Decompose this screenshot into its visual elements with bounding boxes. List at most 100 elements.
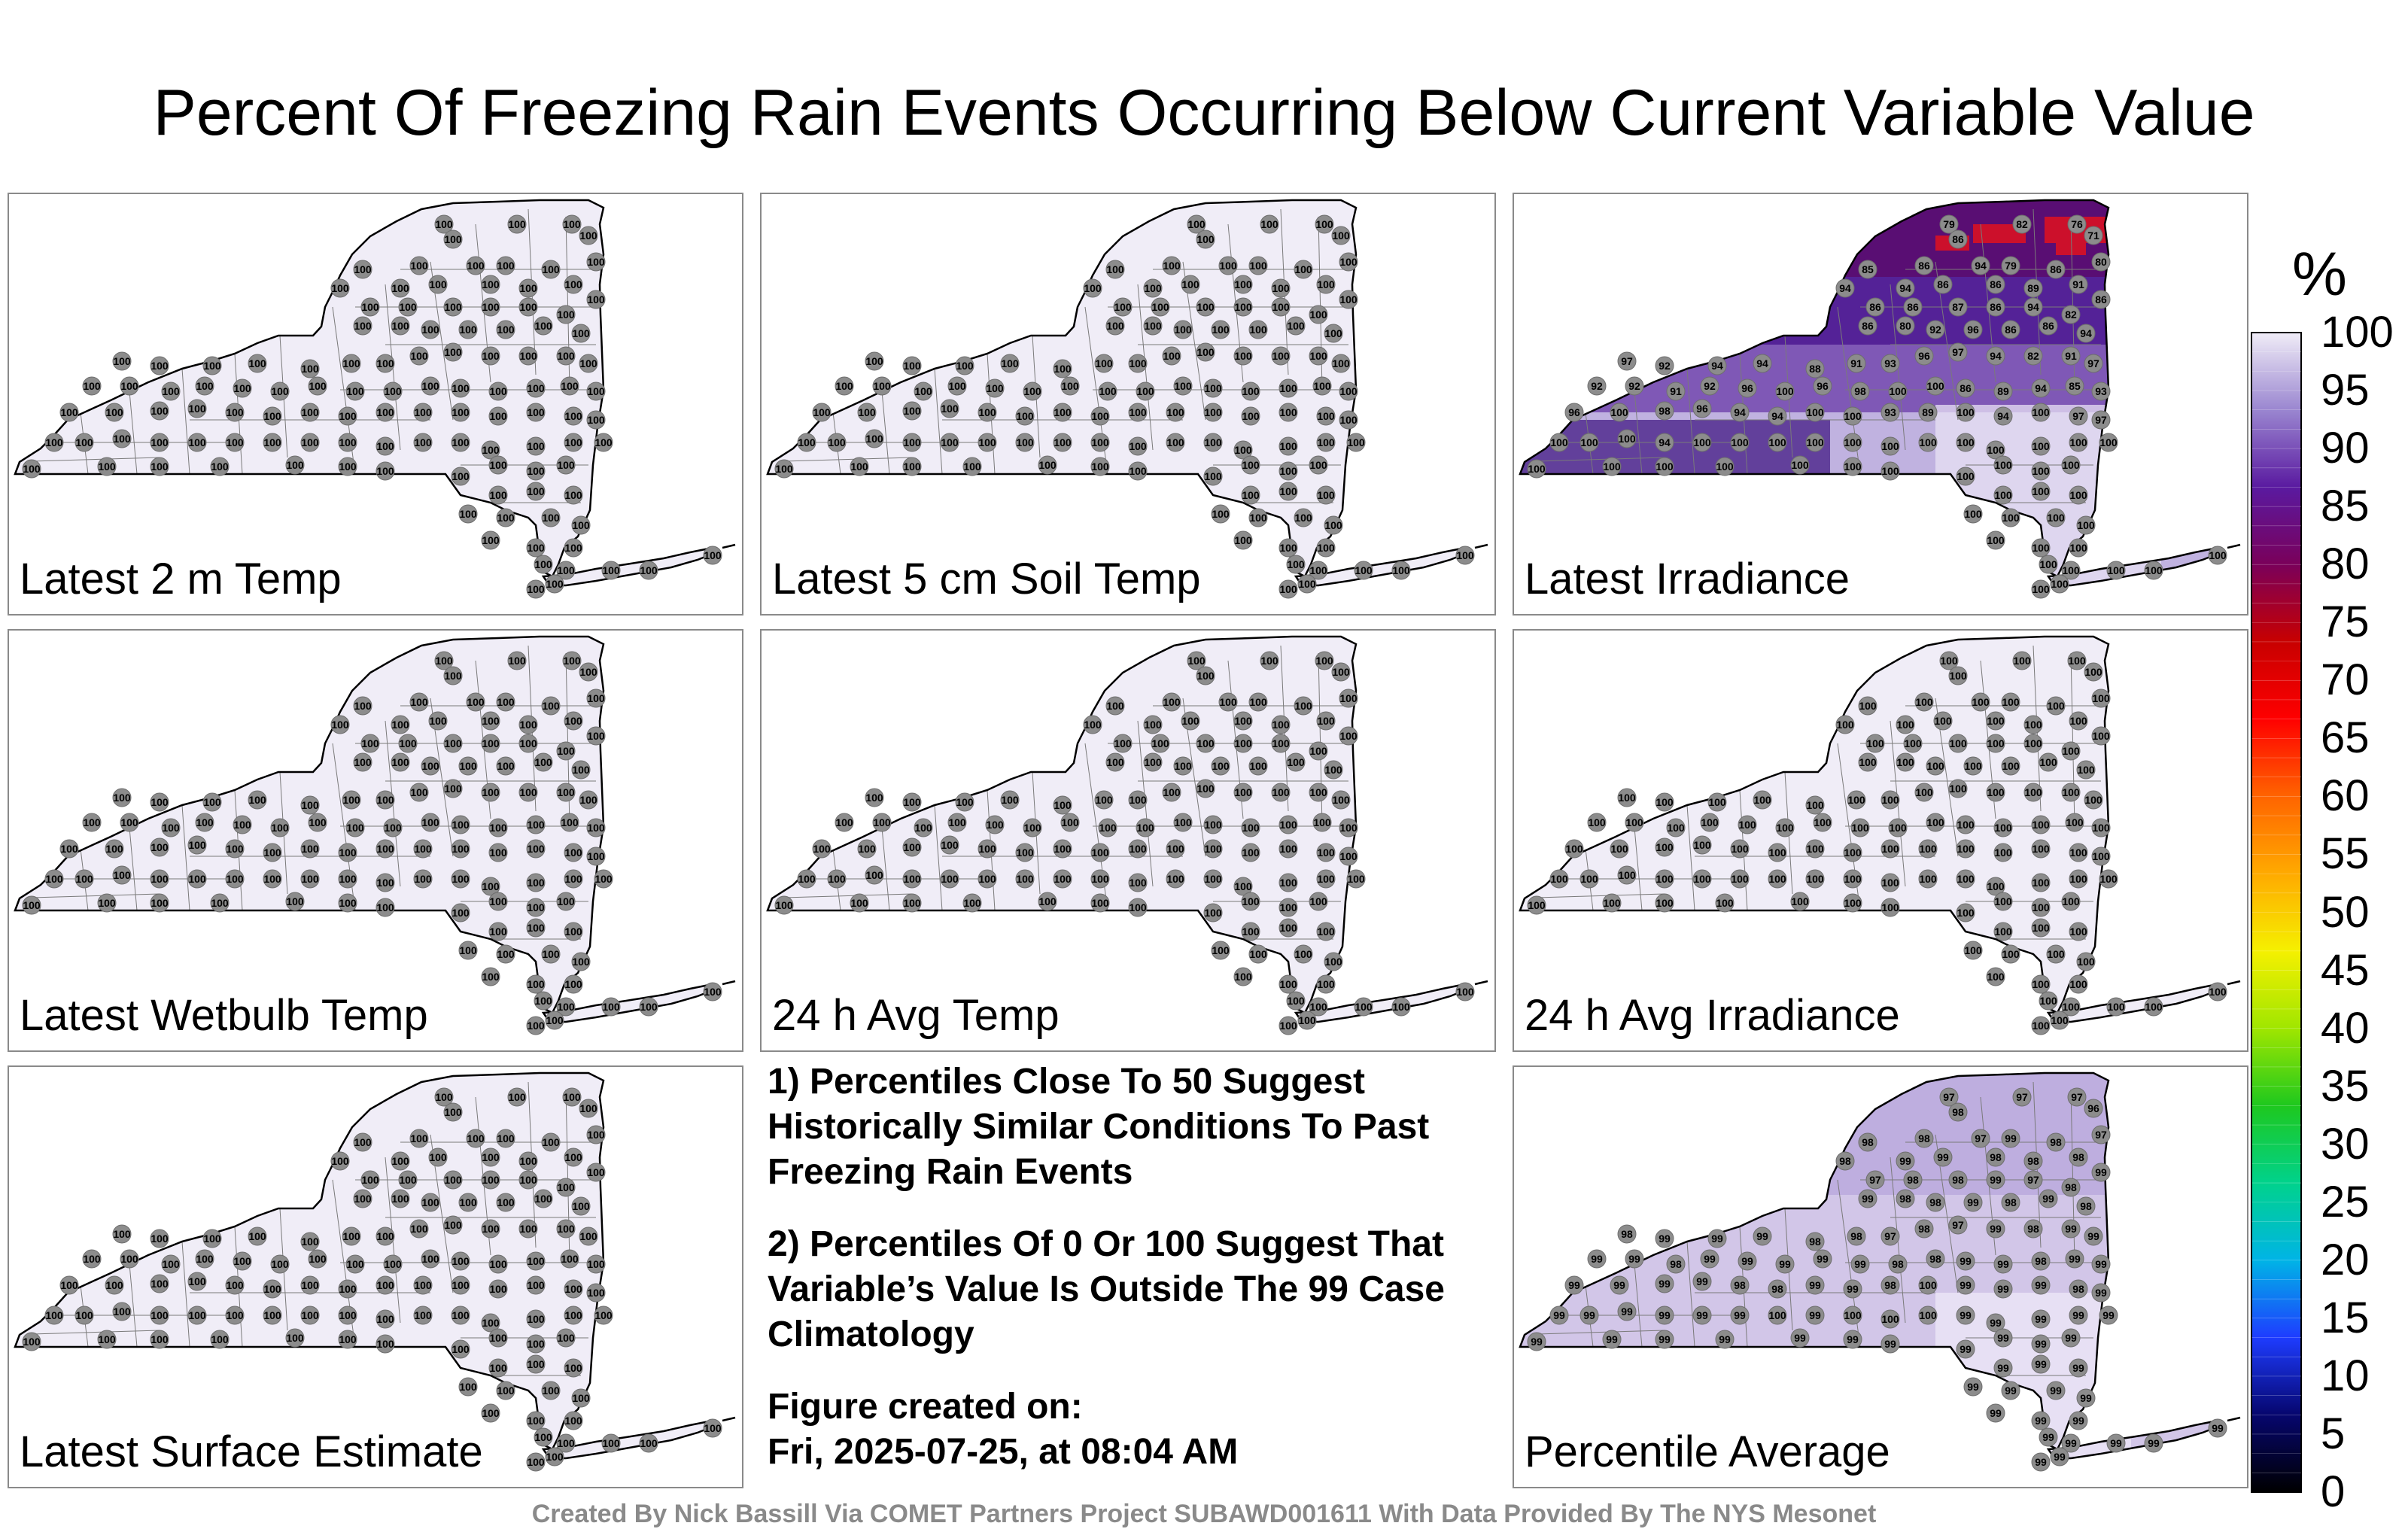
station-marker: 100 — [1203, 839, 1223, 859]
station-marker: 100 — [534, 555, 553, 574]
station-marker: 98 — [1666, 1254, 1686, 1274]
station-marker: 100 — [601, 1433, 621, 1453]
svg-text:99: 99 — [2080, 1392, 2092, 1404]
station-marker: 97 — [2084, 354, 2103, 373]
svg-text:100: 100 — [391, 719, 409, 731]
svg-text:86: 86 — [1862, 320, 1874, 332]
station-marker: 100 — [902, 401, 922, 421]
station-marker: 100 — [1948, 666, 1968, 685]
station-marker: 98 — [2061, 1178, 2081, 1197]
station-marker: 82 — [2023, 346, 2043, 366]
svg-text:100: 100 — [1038, 895, 1057, 907]
station-marker: 99 — [2061, 1219, 2081, 1239]
station-marker: 100 — [1128, 790, 1148, 810]
station-marker: 100 — [1105, 316, 1125, 336]
svg-text:98: 98 — [2005, 1196, 2017, 1208]
station-marker: 100 — [59, 1275, 79, 1295]
station-marker: 100 — [865, 351, 884, 371]
svg-text:100: 100 — [835, 380, 853, 392]
station-marker: 97 — [1948, 1215, 1968, 1235]
station-marker: 100 — [2031, 482, 2051, 501]
svg-text:98: 98 — [1918, 1132, 1930, 1144]
svg-text:99: 99 — [1990, 1317, 2002, 1329]
station-marker: 100 — [526, 918, 546, 938]
station-marker: 100 — [488, 455, 508, 475]
svg-text:100: 100 — [2107, 564, 2125, 576]
station-marker: 96 — [1963, 320, 1983, 339]
svg-text:98: 98 — [1659, 405, 1671, 417]
svg-text:100: 100 — [542, 263, 560, 275]
station-marker: 100 — [1309, 346, 1328, 366]
svg-text:99: 99 — [1990, 1407, 2002, 1419]
station-marker: 98 — [1914, 1219, 1934, 1239]
station-marker: 92 — [1655, 356, 1674, 375]
svg-text:100: 100 — [572, 1392, 590, 1404]
station-marker: 99 — [2039, 1427, 2058, 1447]
svg-text:100: 100 — [1091, 847, 1109, 859]
station-marker: 100 — [195, 376, 214, 396]
svg-text:100: 100 — [1279, 922, 1297, 934]
svg-text:100: 100 — [948, 380, 966, 392]
station-marker: 100 — [383, 818, 403, 837]
svg-text:100: 100 — [2051, 578, 2069, 590]
svg-text:89: 89 — [1922, 406, 1934, 418]
svg-text:100: 100 — [497, 1196, 515, 1208]
station-marker: 100 — [330, 1151, 350, 1171]
svg-text:100: 100 — [1212, 324, 1230, 336]
svg-text:100: 100 — [1339, 822, 1358, 834]
svg-text:100: 100 — [1234, 444, 1252, 456]
station-marker: 100 — [1196, 342, 1215, 362]
svg-text:100: 100 — [342, 1230, 360, 1242]
station-marker: 100 — [1203, 467, 1223, 486]
station-marker: 100 — [375, 1275, 395, 1295]
station-marker: 99 — [1986, 1219, 2005, 1239]
station-marker: 100 — [1610, 403, 1629, 422]
station-marker: 100 — [541, 1132, 561, 1152]
svg-text:100: 100 — [83, 1253, 101, 1265]
svg-text:100: 100 — [410, 696, 428, 708]
station-marker: 100 — [263, 1306, 282, 1325]
station-marker: 100 — [112, 788, 132, 807]
station-marker: 100 — [2069, 433, 2088, 452]
station-marker: 100 — [1579, 869, 1599, 889]
station-marker: 100 — [300, 433, 320, 452]
station-marker: 100 — [300, 1232, 320, 1251]
svg-text:100: 100 — [1964, 760, 1982, 772]
svg-text:100: 100 — [226, 1309, 244, 1321]
svg-text:100: 100 — [2032, 485, 2050, 497]
station-marker: 100 — [1248, 508, 1268, 527]
svg-text:100: 100 — [1859, 700, 1877, 712]
map-panel-percentile-average: 97 97 97 96 98 97 98 98 97 99 98 98 99 99 98 98 98 99 97 98… — [1513, 1065, 2248, 1488]
svg-text:100: 100 — [602, 1001, 620, 1013]
station-marker: 99 — [2065, 1249, 2084, 1269]
station-marker: 100 — [458, 320, 478, 339]
station-marker: 100 — [1926, 756, 1945, 776]
station-marker: 100 — [586, 252, 606, 272]
svg-text:100: 100 — [1844, 873, 1862, 885]
station-marker: 99 — [1963, 1377, 1983, 1397]
station-marker: 94 — [1753, 354, 1772, 373]
svg-text:100: 100 — [263, 1309, 281, 1321]
colorbar-tick-label: 80 — [2321, 540, 2370, 589]
svg-text:100: 100 — [113, 869, 131, 881]
station-marker: 100 — [1271, 278, 1291, 298]
station-marker: 89 — [1918, 403, 1938, 422]
svg-text:100: 100 — [1129, 465, 1147, 477]
svg-text:100: 100 — [489, 847, 507, 859]
station-marker: 100 — [1707, 792, 1727, 812]
station-marker: 100 — [1617, 865, 1637, 885]
svg-text:100: 100 — [1949, 670, 1967, 682]
svg-text:100: 100 — [1016, 873, 1034, 885]
station-marker: 100 — [1053, 433, 1072, 452]
svg-text:94: 94 — [2080, 327, 2092, 339]
station-marker: 100 — [481, 783, 500, 802]
svg-text:100: 100 — [1091, 897, 1109, 909]
svg-text:100: 100 — [1731, 843, 1749, 855]
station-marker: 100 — [1896, 715, 1915, 734]
station-marker: 100 — [105, 403, 124, 422]
svg-text:98: 98 — [2072, 1151, 2084, 1163]
station-marker: 94 — [2031, 378, 2051, 398]
svg-text:100: 100 — [1016, 436, 1034, 448]
